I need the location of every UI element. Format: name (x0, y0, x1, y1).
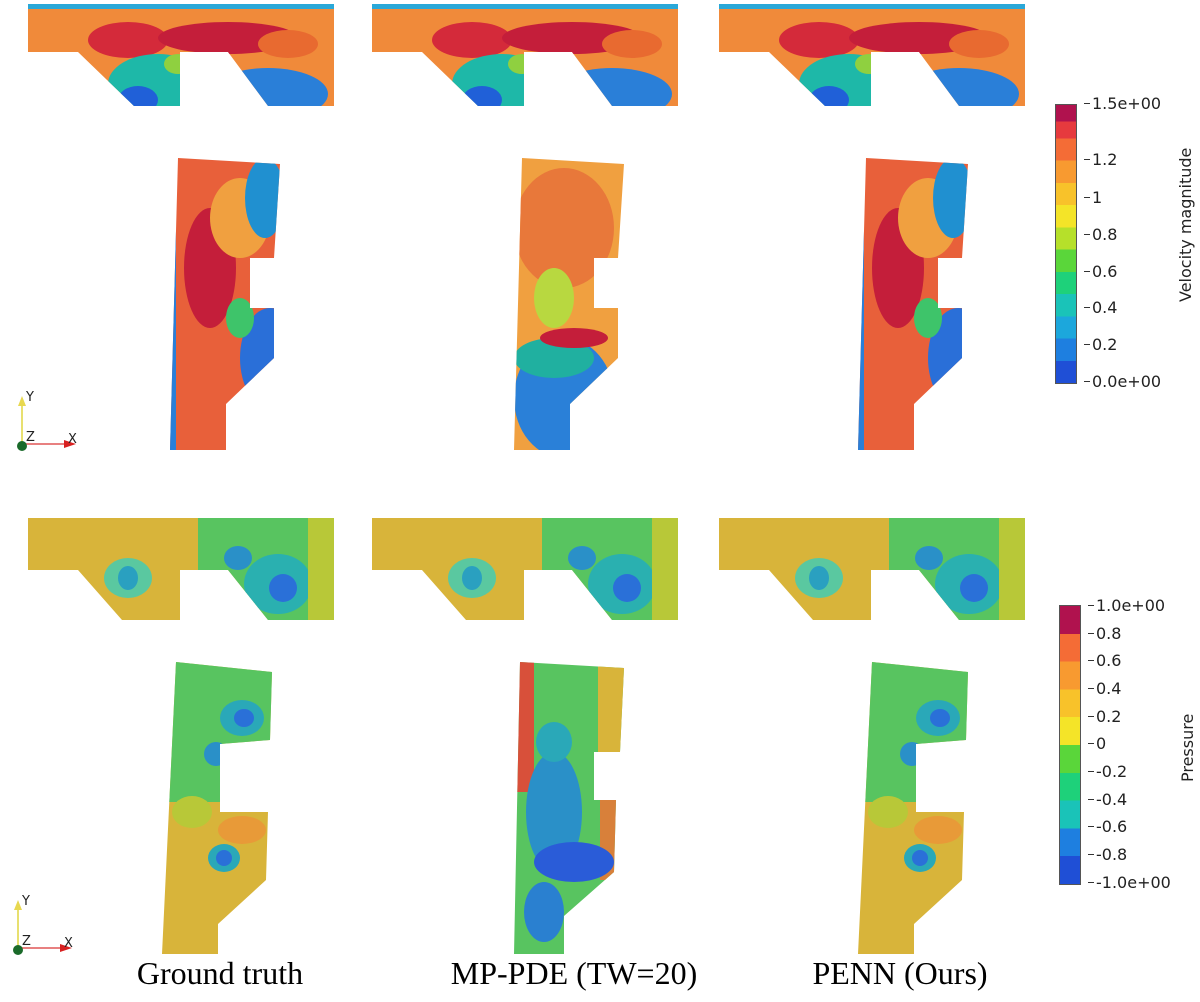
pressure-bottom-penn (858, 662, 970, 956)
pressure-tick: -1.0e+00 (1088, 873, 1171, 892)
pressure-tick: 0.2 (1087, 707, 1122, 726)
axis-x-label: X (68, 432, 77, 447)
column-label-mp-pde: MP-PDE (TW=20) (450, 955, 698, 991)
pressure-top-ground-truth (28, 518, 336, 622)
velocity-bottom-ground-truth (170, 158, 282, 452)
velocity-tick: 0.4 (1083, 298, 1118, 317)
velocity-tick: 1.5e+00 (1083, 94, 1162, 113)
pressure-colorbar-title: Pressure (1178, 713, 1197, 782)
velocity-top-ground-truth (28, 4, 336, 108)
pressure-tick: 0.6 (1087, 651, 1122, 670)
velocity-tick: 1 (1083, 188, 1103, 207)
axes-triad-lower: Y Z X (10, 894, 90, 964)
pressure-bottom-ground-truth (162, 662, 274, 956)
axis-x-label: X (64, 936, 73, 951)
velocity-tick: 0.8 (1083, 225, 1118, 244)
pressure-tick: -0.6 (1087, 817, 1128, 836)
pressure-tick: 0.4 (1087, 679, 1122, 698)
velocity-tick: 1.2 (1083, 150, 1118, 169)
pressure-tick: -0.8 (1087, 845, 1128, 864)
velocity-top-penn (719, 4, 1027, 108)
pressure-tick: 0 (1087, 734, 1107, 753)
axis-z-label: Z (22, 934, 31, 949)
axis-z-label: Z (26, 430, 35, 445)
pressure-tick: -0.4 (1087, 790, 1128, 809)
column-label-penn: PENN (Ours) (812, 955, 988, 991)
pressure-top-mp-pde (372, 518, 680, 622)
velocity-bottom-penn (858, 158, 970, 452)
axis-y-label: Y (26, 390, 34, 405)
axes-triad-upper: Y Z X (14, 390, 94, 460)
velocity-bottom-mp-pde (514, 158, 626, 452)
velocity-colorbar-title: Velocity magnitude (1176, 147, 1195, 302)
pressure-colorbar (1059, 605, 1081, 885)
pressure-top-penn (719, 518, 1027, 622)
velocity-tick: 0.0e+00 (1083, 372, 1162, 391)
velocity-tick: 0.6 (1083, 262, 1118, 281)
pressure-tick: 0.8 (1087, 624, 1122, 643)
pressure-tick: 1.0e+00 (1087, 596, 1166, 615)
velocity-colorbar (1055, 104, 1077, 384)
velocity-top-mp-pde (372, 4, 680, 108)
pressure-bottom-mp-pde (514, 662, 626, 956)
column-label-ground-truth: Ground truth (136, 955, 304, 991)
axis-y-label: Y (22, 894, 30, 909)
velocity-tick: 0.2 (1083, 335, 1118, 354)
pressure-tick: -0.2 (1087, 762, 1128, 781)
